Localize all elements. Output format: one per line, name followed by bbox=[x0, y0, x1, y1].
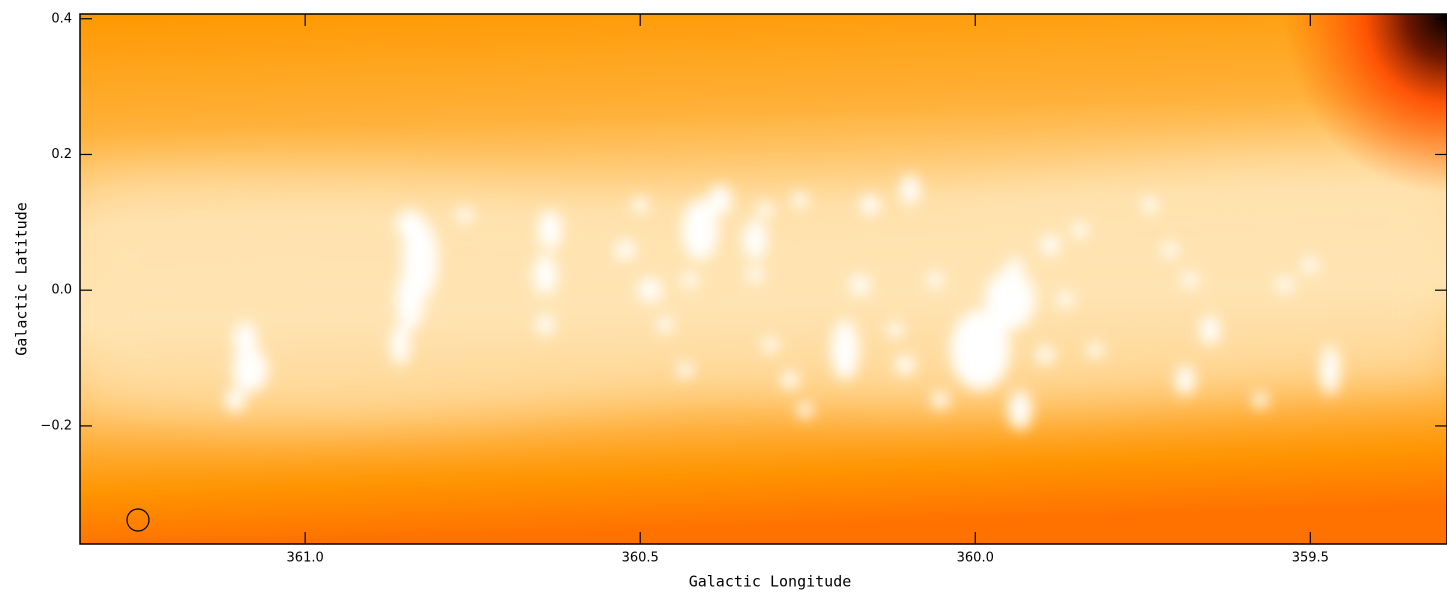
emission-blob bbox=[757, 202, 773, 218]
emission-blob bbox=[895, 355, 915, 375]
y-axis-label: Galactic Latitude bbox=[13, 202, 31, 356]
x-tick-label: 360.5 bbox=[622, 551, 659, 566]
emission-blob bbox=[743, 220, 767, 260]
y-tick-label: 0.4 bbox=[51, 11, 72, 26]
emission-blob bbox=[457, 207, 473, 223]
emission-blob bbox=[831, 320, 859, 380]
emission-blob bbox=[1087, 342, 1103, 358]
emission-blob bbox=[887, 322, 903, 338]
emission-blob bbox=[1036, 346, 1054, 364]
emission-blob bbox=[860, 195, 880, 215]
emission-blob bbox=[1252, 392, 1268, 408]
emission-blob bbox=[747, 267, 763, 283]
plot-frame bbox=[79, 13, 1447, 545]
emission-blob bbox=[1200, 315, 1220, 345]
emission-blob bbox=[927, 272, 943, 288]
emission-blob bbox=[638, 278, 662, 302]
emission-blob bbox=[533, 255, 557, 295]
emission-blob bbox=[1072, 222, 1088, 238]
emission-blob bbox=[632, 197, 648, 213]
emission-blob bbox=[781, 371, 799, 389]
emission-blob bbox=[615, 240, 635, 260]
emission-blob bbox=[1320, 345, 1340, 395]
emission-blob bbox=[1175, 365, 1195, 395]
emission-blob bbox=[232, 348, 268, 392]
emission-blob bbox=[225, 388, 245, 412]
emission-blob bbox=[1008, 390, 1032, 430]
emission-blob bbox=[390, 325, 410, 365]
x-tick-label: 359.5 bbox=[1292, 551, 1329, 566]
emission-blob bbox=[1057, 292, 1073, 308]
emission-blob bbox=[1182, 272, 1198, 288]
x-tick-label: 361.0 bbox=[287, 551, 324, 566]
emission-blob bbox=[538, 210, 562, 250]
emission-blob bbox=[708, 185, 732, 215]
y-tick-label: 0.0 bbox=[51, 283, 72, 298]
emission-blob bbox=[1040, 235, 1060, 255]
emission-blob bbox=[536, 315, 554, 335]
emission-blob bbox=[677, 362, 693, 378]
emission-blob bbox=[682, 200, 718, 260]
emission-blob bbox=[985, 270, 1035, 330]
emission-blob bbox=[931, 391, 949, 409]
x-tick-label: 360.0 bbox=[957, 551, 994, 566]
emission-blob bbox=[1277, 277, 1293, 293]
x-axis-label: Galactic Longitude bbox=[689, 573, 852, 591]
emission-blob bbox=[797, 402, 813, 418]
emission-blob bbox=[1162, 242, 1178, 258]
emission-blob bbox=[900, 175, 920, 205]
emission-blob bbox=[682, 272, 698, 288]
emission-blob bbox=[1302, 257, 1318, 273]
emission-blob bbox=[850, 275, 870, 295]
y-tick-label: 0.2 bbox=[51, 147, 72, 162]
emission-blob bbox=[762, 337, 778, 353]
y-tick-label: −0.2 bbox=[40, 418, 72, 433]
emission-blob bbox=[657, 317, 673, 333]
emission-blob bbox=[950, 310, 1010, 390]
emission-blob bbox=[396, 270, 424, 330]
emission-blob bbox=[792, 192, 808, 208]
emission-blob bbox=[1007, 257, 1023, 273]
emission-blob bbox=[1142, 197, 1158, 213]
sky-image bbox=[80, 14, 1447, 544]
